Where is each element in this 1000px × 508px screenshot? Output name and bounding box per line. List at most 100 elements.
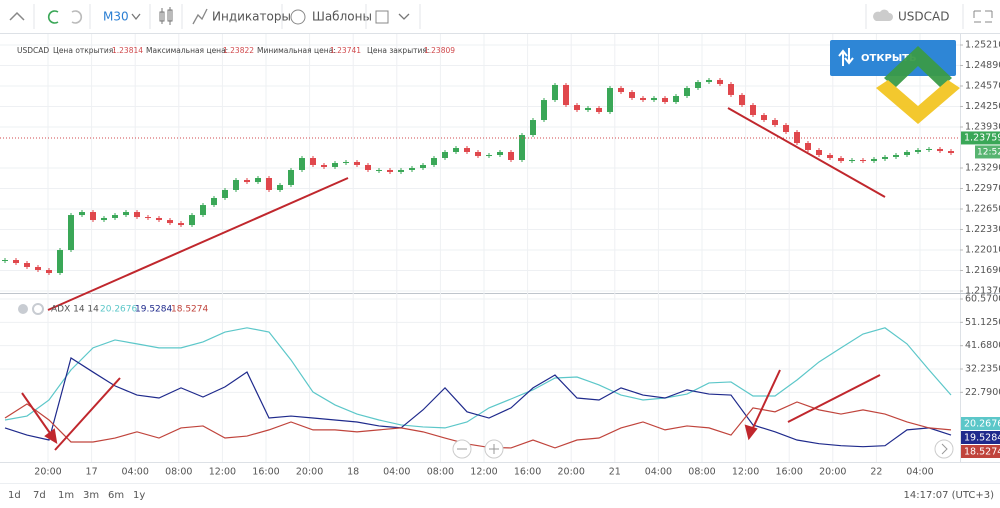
trend-line[interactable] [787,374,881,423]
watermark-logo [876,46,960,124]
open-icon [838,48,854,66]
last-price-label: 1.23759 [964,132,1000,143]
candle [101,217,107,221]
adx-value-tag [961,417,1000,430]
candle [387,169,393,172]
candle [68,215,74,251]
x-tick-label: 16:00 [252,467,279,478]
navigation [452,439,954,459]
x-tick-label: 04:00 [383,467,410,478]
info-label: Максимальная цена: [146,46,228,55]
symbol-button[interactable]: USDCAD [898,10,949,24]
cloud-icon[interactable] [873,9,893,21]
arrow-head [44,428,58,444]
candle [486,154,492,157]
ohlc-info: USDCAD Цена открытия: 1.23814 Максимальн… [17,46,455,55]
candle [277,184,283,190]
open-button-label[interactable]: ОТКРЫТЬ [861,53,917,64]
arrow-line[interactable] [751,369,781,431]
x-tick-label: 16:00 [776,467,803,478]
x-tick-label: 12:00 [470,467,497,478]
candle [519,135,525,160]
redo-icon[interactable] [71,10,83,24]
y-tick-label: 1.23930 [965,122,1000,133]
arrow-line[interactable] [21,392,53,437]
candle [310,158,316,165]
adx-value-tag-label: 18.5274 [964,447,1000,458]
undo-icon[interactable] [47,10,59,24]
x-tick-label: 08:00 [427,467,454,478]
templates-icon[interactable] [290,9,306,25]
zoom-in-icon [489,444,499,454]
candle [904,151,910,155]
collapse-icon[interactable] [9,11,25,21]
range-button[interactable]: 7d [33,490,46,501]
dropdown-icon[interactable] [131,13,141,21]
y-tick-label: 1.24570 [965,80,1000,91]
info-symbol: USDCAD [17,46,49,55]
x-tick-label: 20:00 [558,467,585,478]
candle [662,97,668,103]
candle [13,260,19,264]
fullscreen-icon[interactable] [973,10,993,23]
timer-label: 12:52 [977,147,1000,157]
candle [574,105,580,111]
adx-value-tag-label: 19.5284 [964,433,1000,444]
candle [717,79,723,85]
y-tick-label: 1.22970 [965,183,1000,194]
calendar-icon[interactable] [375,10,389,24]
candle [409,168,415,170]
candle [453,148,459,152]
candle [618,87,624,93]
range-button[interactable]: 6m [108,490,124,501]
indicators-button[interactable]: Индикаторы [212,10,291,24]
x-tick-label: 20:00 [819,467,846,478]
x-tick-label: 08:00 [165,467,192,478]
candle [420,164,426,169]
timeframe-button[interactable]: M30 [103,10,129,24]
x-tick-label: 08:00 [688,467,715,478]
candle [816,150,822,155]
range-button[interactable]: 1d [8,490,21,501]
scroll-right-icon [941,443,948,455]
adx-legend-value: 20.2676 [100,305,137,315]
y-tick-label: 1.21370 [965,286,1000,297]
scroll-right-button[interactable] [934,439,954,459]
info-value: 1.23822 [223,46,254,55]
candle [827,154,833,159]
x-tick-label: 12:00 [732,467,759,478]
user-drawings[interactable] [21,107,886,451]
candle [607,87,613,113]
x-tick-label: 16:00 [514,467,541,478]
plots [0,77,960,449]
dropdown-icon[interactable] [398,13,410,20]
candle [783,125,789,132]
trend-line[interactable] [54,377,121,451]
y-tick-label: 1.22330 [965,224,1000,235]
adx-line [4,327,952,429]
candle [563,84,569,106]
candle [915,150,921,152]
candle [233,179,239,190]
candle [706,79,712,83]
trend-line[interactable] [727,107,886,198]
x-tick-label: 20:00 [296,467,323,478]
candle [640,97,646,101]
chart-type-icon[interactable] [159,7,173,25]
trend-line[interactable] [47,177,349,311]
candle [156,217,162,221]
range-button[interactable]: 3m [83,490,99,501]
candle [651,97,657,101]
adx-value-tag [961,431,1000,444]
remove-indicator[interactable] [18,304,28,314]
candle [464,148,470,152]
indicator-settings[interactable] [32,303,44,315]
range-button[interactable]: 1m [58,490,74,501]
range-button[interactable]: 1y [133,490,145,501]
candle [167,220,173,224]
candle [497,151,503,155]
candle [860,159,866,162]
templates-button[interactable]: Шаблоны [312,10,372,24]
x-tick-label: 18 [347,467,359,478]
indicators-icon[interactable] [192,8,208,25]
